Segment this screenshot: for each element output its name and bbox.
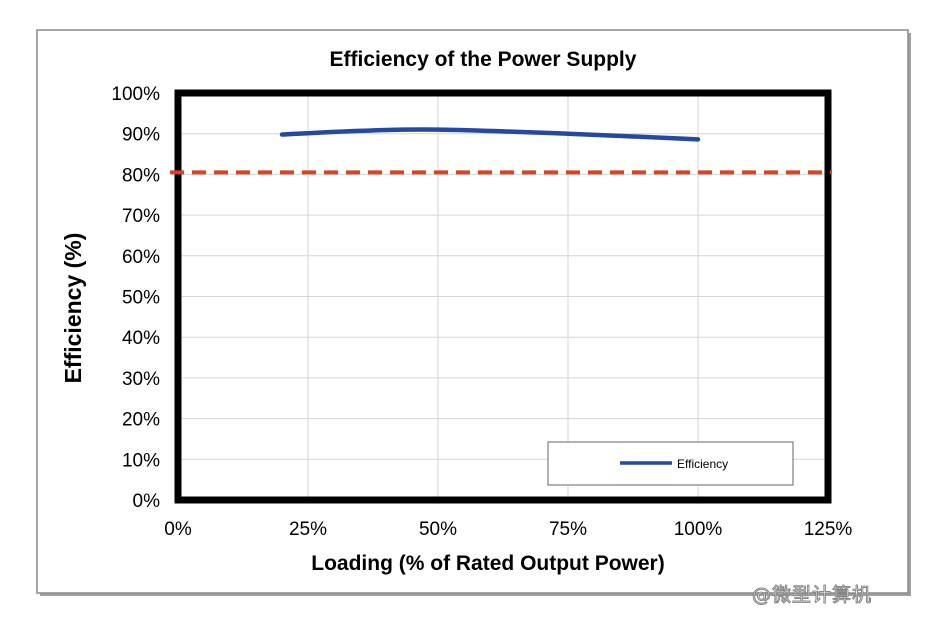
x-tick-label: 125% <box>804 519 853 540</box>
x-axis-label: Loading (% of Rated Output Power) <box>311 552 664 575</box>
series-line-efficiency <box>279 127 701 142</box>
x-tick-label: 75% <box>549 519 587 540</box>
x-tick-label: 100% <box>674 519 723 540</box>
y-tick-label: 0% <box>133 491 161 512</box>
y-tick-label: 10% <box>122 450 160 471</box>
y-tick-label: 90% <box>122 125 160 146</box>
x-tick-label: 0% <box>164 519 192 540</box>
y-axis-label: Efficiency (%) <box>60 233 86 384</box>
y-tick-label: 100% <box>111 84 160 105</box>
y-tick-label: 80% <box>122 165 160 186</box>
watermark: @微型计算机 <box>751 584 873 607</box>
y-tick-label: 50% <box>122 288 160 309</box>
legend-label: Efficiency <box>677 457 728 471</box>
y-tick-label: 70% <box>122 206 160 227</box>
y-tick-label: 20% <box>122 410 160 431</box>
chart-title: Efficiency of the Power Supply <box>330 48 637 71</box>
x-tick-label: 25% <box>289 519 327 540</box>
y-tick-label: 30% <box>122 369 160 390</box>
y-tick-label: 60% <box>122 247 160 268</box>
x-tick-label: 50% <box>419 519 457 540</box>
y-tick-label: 40% <box>122 328 160 349</box>
plot-border <box>174 89 832 504</box>
chart-frame <box>36 29 909 594</box>
